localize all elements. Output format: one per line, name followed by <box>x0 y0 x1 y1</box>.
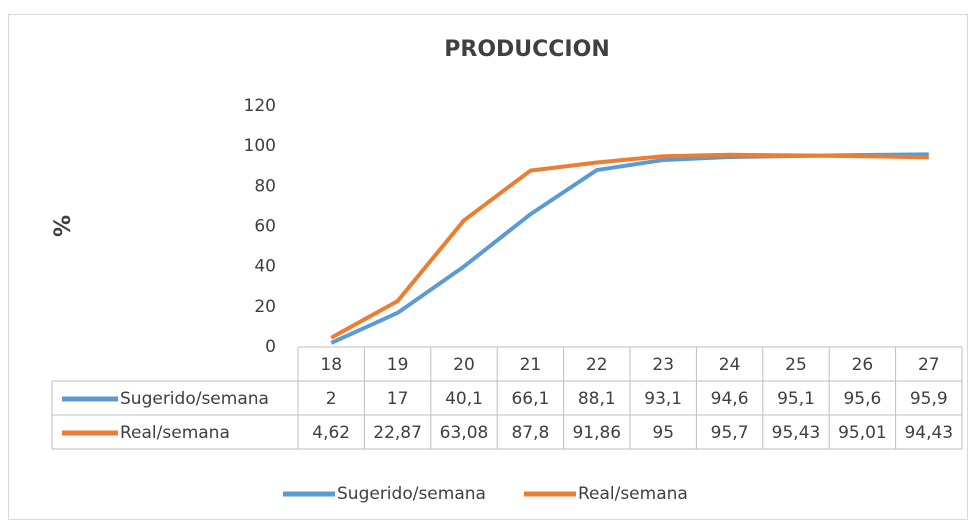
y-axis-label: % <box>51 215 76 237</box>
x-tick-label: 27 <box>918 355 940 375</box>
table-cell: 95 <box>652 423 674 443</box>
table-cell: 91,86 <box>572 423 621 443</box>
x-tick-label: 22 <box>586 355 608 375</box>
chart-title: PRODUCCION <box>444 37 609 62</box>
x-tick-label: 20 <box>453 355 475 375</box>
table-cell: 40,1 <box>445 389 483 409</box>
legend-label: Real/semana <box>578 484 688 504</box>
y-tick-label: 120 <box>244 96 276 116</box>
y-tick-label: 0 <box>265 337 276 357</box>
table-cell: 63,08 <box>440 423 489 443</box>
table-cell: 95,9 <box>910 389 948 409</box>
y-tick-label: 60 <box>254 217 276 237</box>
y-tick-label: 20 <box>254 297 276 317</box>
table-cell: 4,62 <box>312 423 350 443</box>
table-cell: 94,43 <box>904 423 953 443</box>
x-tick-label: 25 <box>785 355 807 375</box>
x-tick-label: 21 <box>520 355 542 375</box>
table-row-label: Real/semana <box>120 423 230 443</box>
y-tick-label: 80 <box>254 176 276 196</box>
table-cell: 95,7 <box>711 423 749 443</box>
table-cell: 66,1 <box>511 389 549 409</box>
x-tick-label: 18 <box>320 355 342 375</box>
x-tick-label: 24 <box>719 355 741 375</box>
chart-border <box>8 14 968 520</box>
table-cell: 95,01 <box>838 423 887 443</box>
y-tick-label: 40 <box>254 257 276 277</box>
x-tick-label: 23 <box>652 355 674 375</box>
table-cell: 95,43 <box>772 423 821 443</box>
table-cell: 94,6 <box>711 389 749 409</box>
series-line <box>330 152 929 340</box>
table-cell: 2 <box>326 389 337 409</box>
table-cell: 93,1 <box>644 389 682 409</box>
table-cell: 95,6 <box>843 389 881 409</box>
table-cell: 95,1 <box>777 389 815 409</box>
table-cell: 88,1 <box>578 389 616 409</box>
x-tick-label: 19 <box>387 355 409 375</box>
y-tick-label: 100 <box>244 136 276 156</box>
table-cell: 17 <box>387 389 409 409</box>
table-row-label: Sugerido/semana <box>120 389 269 409</box>
table-cell: 87,8 <box>511 423 549 443</box>
table-cell: 22,87 <box>373 423 422 443</box>
x-tick-label: 26 <box>852 355 874 375</box>
legend-label: Sugerido/semana <box>337 484 486 504</box>
